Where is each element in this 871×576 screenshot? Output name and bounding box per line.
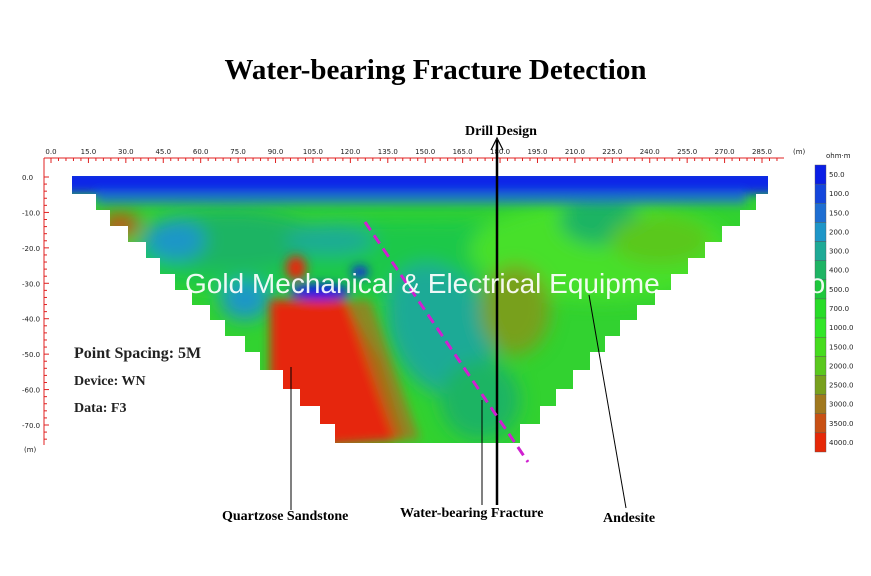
legend-level-label: 3500.0 <box>829 420 854 428</box>
data-label: Data: F3 <box>74 401 127 416</box>
x-tick-label: 285.0 <box>752 148 772 156</box>
x-tick-label: 60.0 <box>193 148 209 156</box>
y-tick-label: -30.0 <box>22 280 40 288</box>
fracture-dashed-line <box>363 221 530 463</box>
y-tick-label: -20.0 <box>22 245 40 253</box>
x-tick-label: 150.0 <box>415 148 435 156</box>
x-tick-label: 45.0 <box>155 148 171 156</box>
legend-level-label: 400.0 <box>829 267 849 275</box>
legend-level-label: 300.0 <box>829 248 849 256</box>
y-unit-label: (m) <box>24 446 37 454</box>
x-tick-label: 15.0 <box>81 148 97 156</box>
y-tick-label: -40.0 <box>22 316 40 324</box>
watermark-text: Gold Mechanical & Electrical Equipme o <box>185 268 826 299</box>
legend-swatch <box>814 375 827 395</box>
x-tick-label: 240.0 <box>640 148 660 156</box>
y-tick-label: 0.0 <box>22 174 33 182</box>
legend-level-label: 700.0 <box>829 305 849 313</box>
legend-swatch <box>814 164 827 185</box>
andesite-leader-line <box>588 294 627 509</box>
legend-swatch <box>814 394 827 414</box>
y-tick-label: -10.0 <box>22 209 40 217</box>
y-tick-label: -60.0 <box>22 387 40 395</box>
point-spacing-label: Point Spacing: 5M <box>74 345 202 362</box>
x-tick-label: 30.0 <box>118 148 134 156</box>
x-tick-label: 105.0 <box>303 148 323 156</box>
legend-level-label: 3000.0 <box>829 401 854 409</box>
x-tick-label: 210.0 <box>565 148 585 156</box>
legend-swatch <box>814 317 827 338</box>
x-tick-label: 135.0 <box>378 148 398 156</box>
x-tick-label: 195.0 <box>527 148 547 156</box>
drill-design-label: Drill Design <box>465 124 537 139</box>
x-tick-label: 180.0 <box>490 148 510 156</box>
legend-swatch <box>814 222 827 242</box>
x-tick-label: 90.0 <box>268 148 284 156</box>
x-tick-label: 255.0 <box>677 148 697 156</box>
legend-swatch <box>814 413 827 434</box>
x-tick-label: 0.0 <box>45 148 56 156</box>
legend-unit: ohm·m <box>826 152 851 160</box>
x-unit-label: (m) <box>793 148 806 156</box>
andesite-label: Andesite <box>603 511 656 526</box>
legend-swatch <box>814 241 827 261</box>
x-tick-label: 75.0 <box>230 148 246 156</box>
legend-level-label: 4000.0 <box>829 439 854 447</box>
legend-level-label: 150.0 <box>829 209 849 217</box>
legend-swatch <box>814 432 827 453</box>
x-tick-label: 270.0 <box>715 148 735 156</box>
x-tick-label: 225.0 <box>602 148 622 156</box>
resistivity-heatmap <box>72 176 768 443</box>
legend-level-label: 1000.0 <box>829 324 854 332</box>
x-axis-ticks: 0.0 15.0 30.0 45.0 60.0 75.0 90.0 105.0 120.0 135… <box>45 148 778 163</box>
legend-level-label: 100.0 <box>829 190 849 198</box>
legend-swatch <box>814 337 827 357</box>
water-bearing-fracture-label: Water-bearing Fracture <box>400 506 544 521</box>
y-tick-label: -50.0 <box>22 351 40 359</box>
legend-swatch <box>814 203 827 223</box>
x-tick-label: 165.0 <box>453 148 473 156</box>
chart-title: Water-bearing Fracture Detection <box>224 54 647 86</box>
legend-level-label: 500.0 <box>829 286 849 294</box>
y-tick-label: -70.0 <box>22 422 40 430</box>
y-axis-ticks: 0.0 -10.0 -20.0 -30.0 -40.0 -50.0 -60.0 -70.0 <box>22 174 49 440</box>
legend-swatch <box>814 298 827 319</box>
quartzose-sandstone-label: Quartzose Sandstone <box>222 509 349 524</box>
legend-swatch <box>814 356 827 376</box>
device-label: Device: WN <box>74 374 146 389</box>
color-legend: 50.0 100.0 150.0 200.0 300.0 400.0 500.0 700.0 1… <box>814 164 854 453</box>
legend-level-label: 200.0 <box>829 228 849 236</box>
drill-design-arrowhead <box>490 136 504 151</box>
x-tick-label: 120.0 <box>340 148 360 156</box>
legend-level-label: 2500.0 <box>829 382 854 390</box>
legend-swatch <box>814 183 827 204</box>
legend-level-label: 50.0 <box>829 171 845 179</box>
legend-level-label: 2000.0 <box>829 362 854 370</box>
legend-level-label: 1500.0 <box>829 343 854 351</box>
